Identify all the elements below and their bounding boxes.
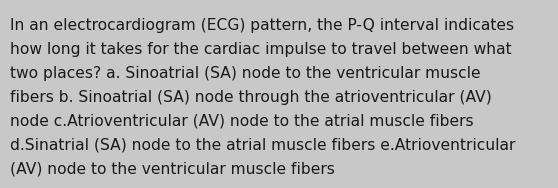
Text: how long it takes for the cardiac impulse to travel between what: how long it takes for the cardiac impuls… [10,42,512,57]
Text: d.Sinatrial (SA) node to the atrial muscle fibers e.Atrioventricular: d.Sinatrial (SA) node to the atrial musc… [10,138,516,153]
Text: two places? a. Sinoatrial (SA) node to the ventricular muscle: two places? a. Sinoatrial (SA) node to t… [10,66,480,81]
Text: fibers b. Sinoatrial (SA) node through the atrioventricular (AV): fibers b. Sinoatrial (SA) node through t… [10,90,492,105]
Text: (AV) node to the ventricular muscle fibers: (AV) node to the ventricular muscle fibe… [10,162,335,177]
Text: In an electrocardiogram (ECG) pattern, the P-Q interval indicates: In an electrocardiogram (ECG) pattern, t… [10,18,514,33]
Text: node c.Atrioventricular (AV) node to the atrial muscle fibers: node c.Atrioventricular (AV) node to the… [10,114,474,129]
